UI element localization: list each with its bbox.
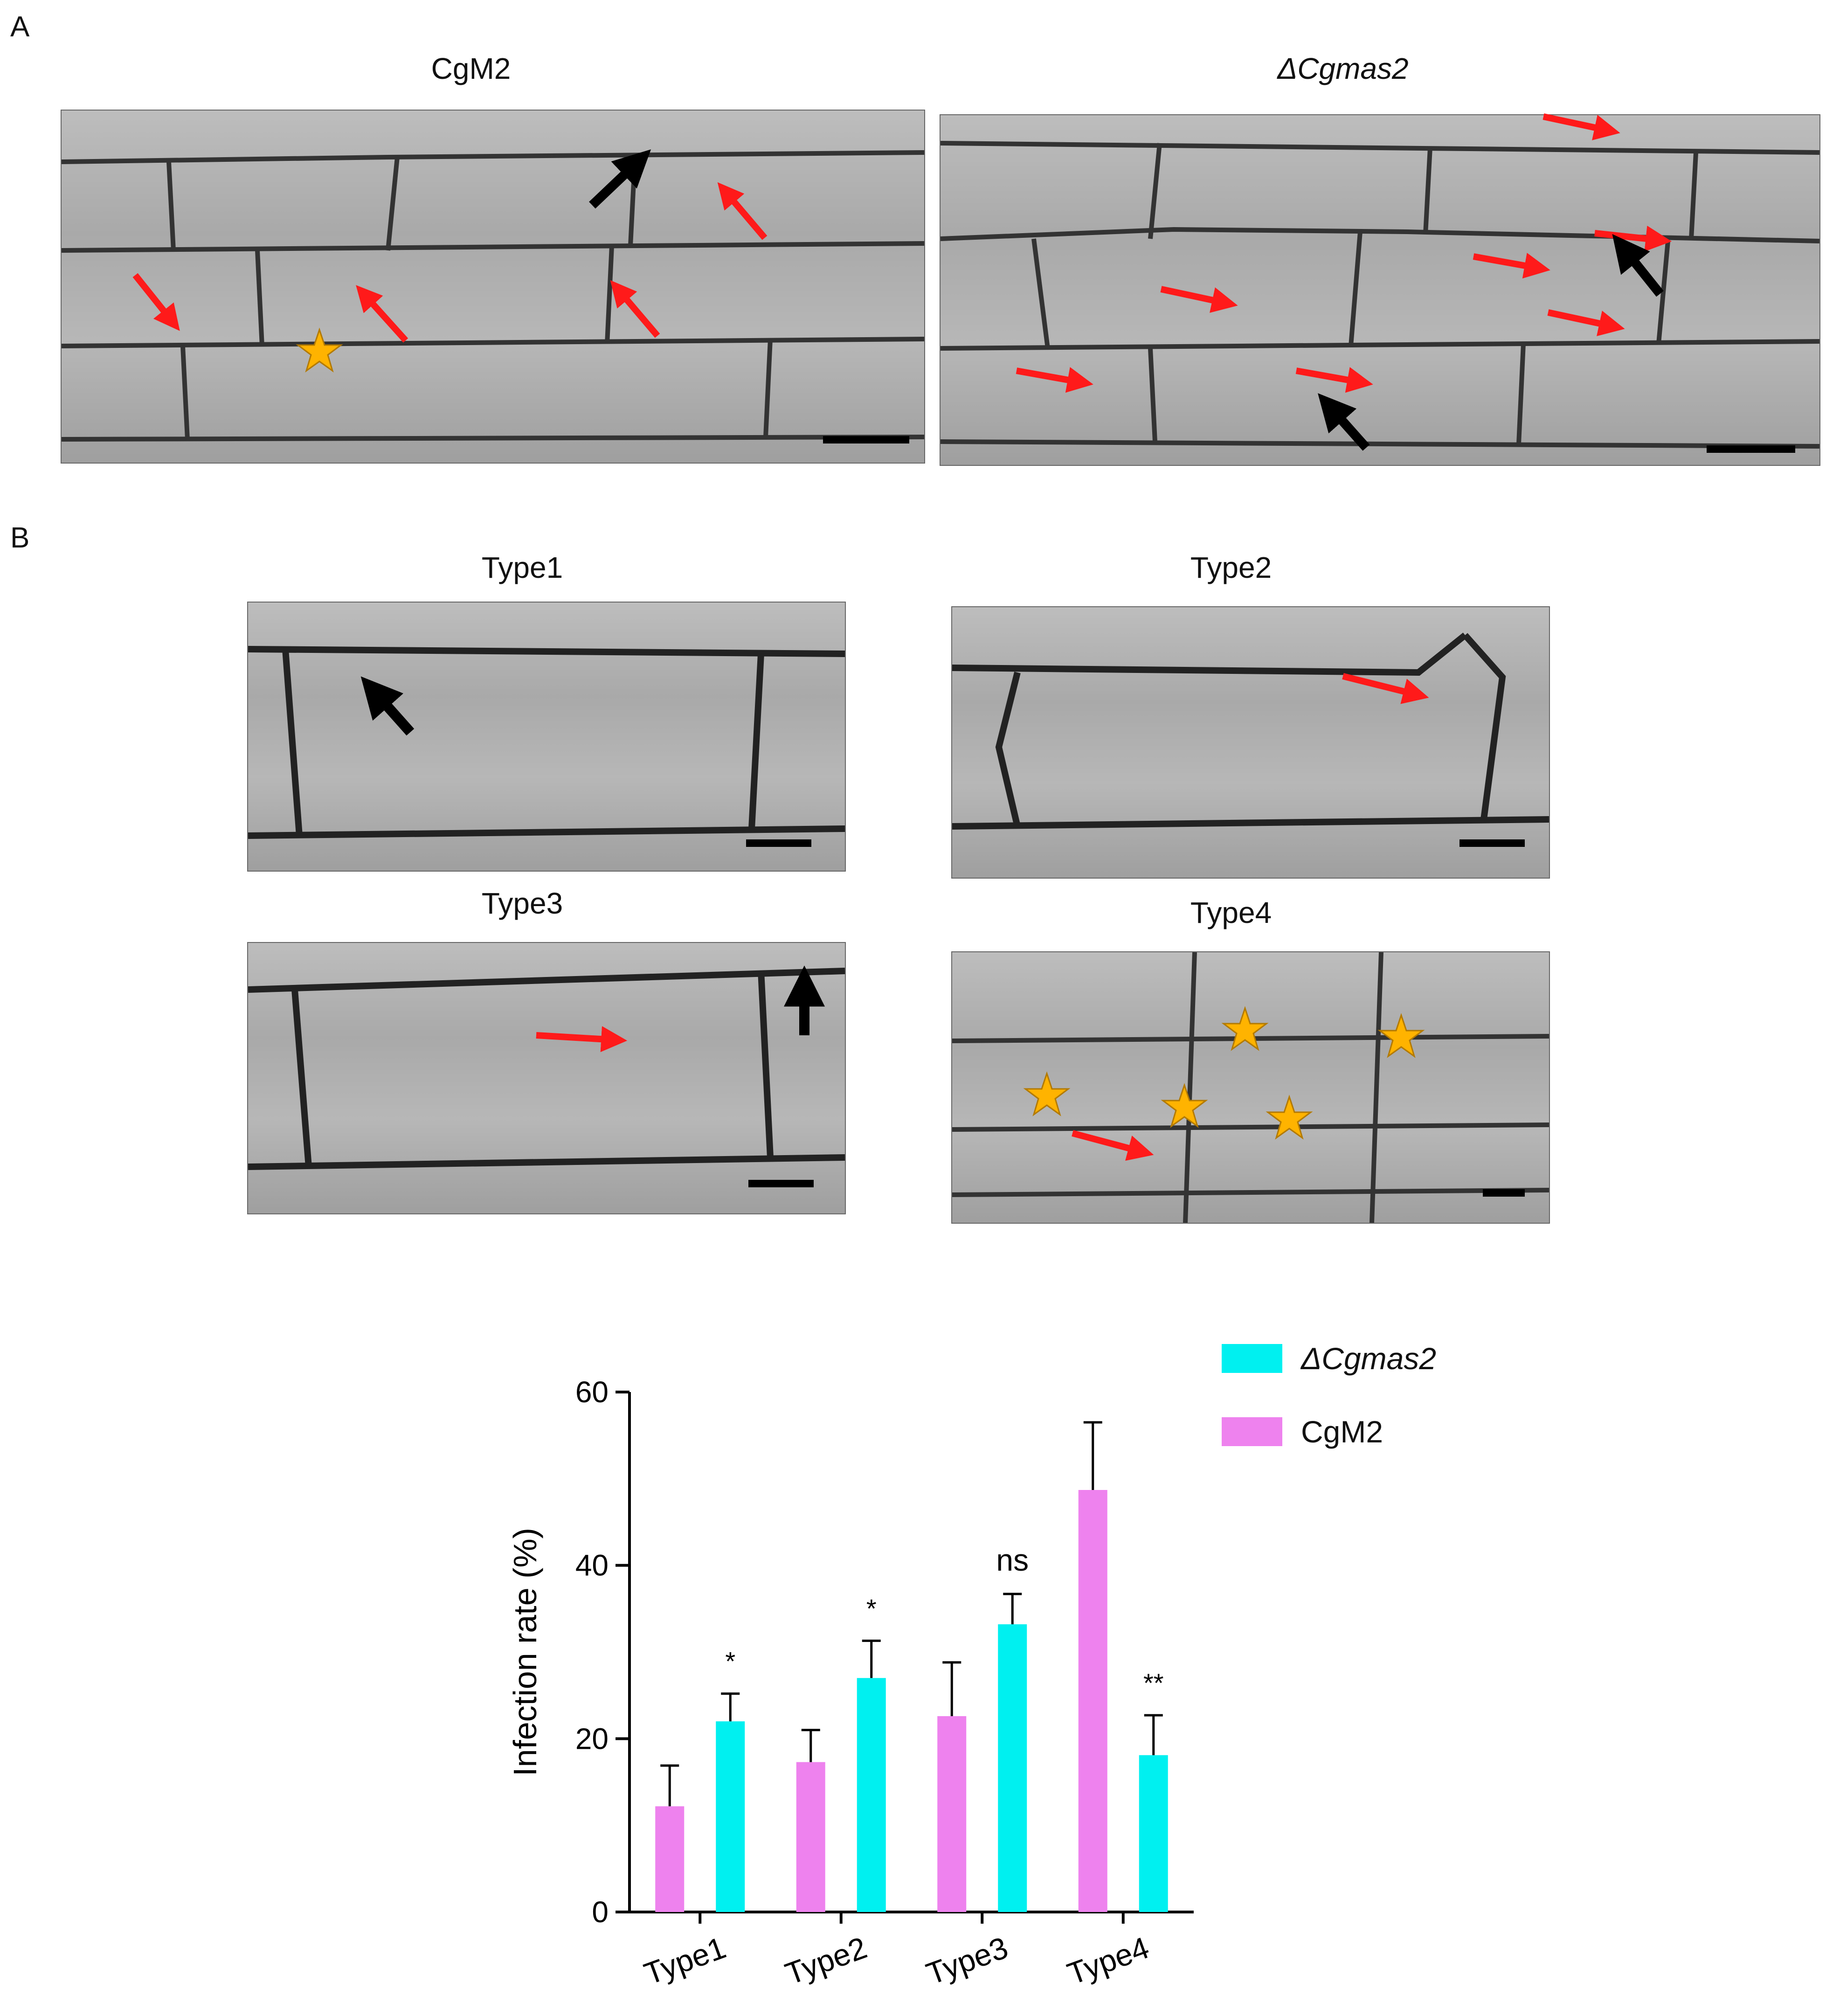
bar-cgm2 (1078, 1489, 1107, 1912)
red-arrow-icon (1016, 367, 1093, 393)
red-arrow-icon (132, 273, 180, 331)
red-arrow-icon (1473, 253, 1550, 279)
significance-label: ns (996, 1543, 1029, 1577)
red-arrow-icon (1342, 673, 1429, 704)
x-tick-label: Type2 (781, 1930, 871, 1991)
scale-bar (1707, 445, 1795, 453)
legend-swatch-delta-cgmas2 (1222, 1344, 1282, 1373)
star-icon (1377, 1013, 1425, 1058)
black-arrow-icon (360, 676, 415, 736)
star-icon (1266, 1095, 1313, 1140)
black-arrow-icon (589, 149, 651, 209)
star-icon (1161, 1083, 1208, 1128)
micrograph-delta-cgmas2 (940, 114, 1820, 466)
scale-bar (1483, 1189, 1525, 1197)
red-arrow-icon (1072, 1130, 1154, 1161)
significance-label: ** (1143, 1668, 1164, 1697)
bar-delta-cgmas2 (857, 1678, 886, 1912)
bar-delta-cgmas2 (1139, 1755, 1168, 1912)
y-tick-label: 20 (575, 1722, 609, 1755)
star-icon (1023, 1071, 1071, 1116)
bar-cgm2 (655, 1806, 685, 1912)
image-title-type2: Type2 (1190, 551, 1272, 584)
image-title-delta-cgmas2: ΔCgmas2 (1277, 52, 1409, 85)
legend-label-cgm2: CgM2 (1301, 1414, 1383, 1449)
x-tick-label: Type1 (640, 1930, 730, 1991)
legend-item-delta-cgmas2: ΔCgmas2 (1222, 1341, 1436, 1376)
red-arrow-icon (1547, 309, 1625, 336)
red-arrow-icon (536, 1026, 628, 1053)
micrograph-type3 (247, 942, 846, 1214)
y-tick-label: 0 (592, 1895, 609, 1929)
image-title-type1: Type1 (481, 551, 563, 584)
red-arrow-icon (1160, 286, 1238, 313)
image-title-type3: Type3 (481, 887, 563, 920)
star-icon (296, 327, 343, 373)
red-arrow-icon (1542, 113, 1620, 140)
micrograph-type2 (951, 606, 1550, 879)
legend-item-cgm2: CgM2 (1222, 1414, 1383, 1449)
black-arrow-icon (1318, 393, 1370, 451)
bar-cgm2 (796, 1762, 825, 1912)
star-icon (1221, 1006, 1269, 1051)
image-title-type4: Type4 (1190, 896, 1272, 929)
bar-delta-cgmas2 (716, 1721, 745, 1912)
legend-label-delta-cgmas2: ΔCgmas2 (1301, 1341, 1437, 1376)
red-arrow-icon (356, 285, 408, 343)
y-axis-label: Infection rate (%) (507, 1528, 543, 1776)
scale-bar (1459, 839, 1525, 847)
red-arrow-icon (610, 280, 660, 338)
x-tick-label: Type4 (1063, 1930, 1153, 1991)
image-title-cgm2: CgM2 (431, 52, 511, 85)
bar-delta-cgmas2 (998, 1624, 1027, 1912)
significance-label: * (866, 1593, 877, 1623)
red-arrow-icon (1295, 367, 1373, 393)
red-arrow-icon (717, 182, 768, 240)
panel-letter-a: A (10, 11, 30, 43)
significance-label: * (725, 1647, 735, 1676)
bar-cgm2 (937, 1716, 967, 1912)
y-tick-label: 60 (575, 1375, 609, 1409)
y-tick-label: 40 (575, 1549, 609, 1582)
scale-bar (748, 1180, 814, 1187)
x-tick-label: Type3 (922, 1930, 1012, 1991)
scale-bar (746, 839, 811, 847)
legend-swatch-cgm2 (1222, 1417, 1282, 1446)
scale-bar (823, 436, 909, 443)
black-arrow-icon (1612, 234, 1664, 297)
micrograph-type1 (247, 602, 846, 872)
panel-letter-b: B (10, 522, 30, 554)
micrograph-cgm2 (61, 110, 925, 464)
